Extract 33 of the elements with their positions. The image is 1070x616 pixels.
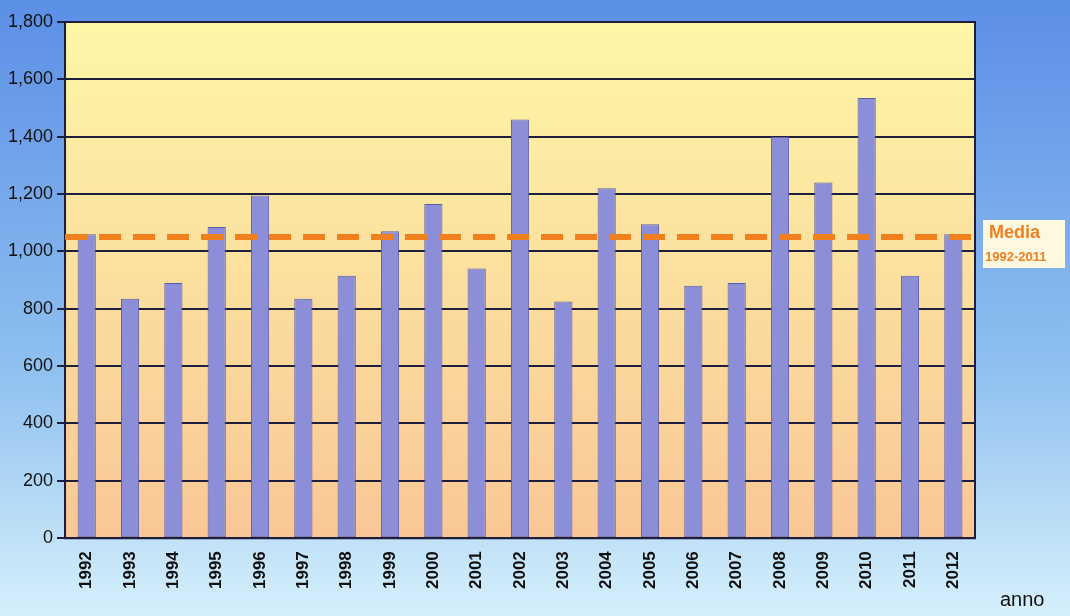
x-tick-label: 2008 — [769, 551, 789, 590]
y-tick-label: 1,600 — [8, 68, 54, 89]
y-tick-label: 1,000 — [8, 240, 54, 261]
x-tick-label: 2000 — [423, 551, 443, 590]
y-tick-label: 1,200 — [8, 183, 54, 204]
x-tick-label: 1995 — [206, 551, 226, 590]
x-tick-label: 1999 — [379, 551, 399, 590]
x-tick-label: 1992 — [76, 551, 96, 590]
x-tick-label: 2003 — [553, 551, 573, 590]
x-tick-label: 1994 — [163, 550, 183, 590]
x-axis-title: anno — [1000, 587, 1045, 610]
y-tick-label: 400 — [23, 412, 54, 433]
x-tick-label: 1996 — [249, 551, 269, 590]
x-tick-label: 1993 — [119, 551, 139, 590]
x-tick-label: 2001 — [466, 551, 486, 590]
y-tick-label: 200 — [23, 469, 54, 490]
ref-line-label: Media 1992-2011 — [985, 222, 1047, 264]
y-tick-label: 800 — [23, 297, 54, 318]
x-tick-label: 2007 — [726, 551, 746, 590]
x-tick-label: 2010 — [856, 551, 876, 590]
x-tick-label: 1997 — [293, 551, 313, 590]
y-tick-label: 600 — [23, 355, 54, 376]
x-tick-label: 2011 — [899, 551, 919, 589]
y-tick-label: 1,400 — [8, 125, 54, 146]
x-tick-label: 2006 — [683, 551, 703, 590]
x-tick-label: 2004 — [596, 550, 616, 590]
x-tick-label: 1998 — [336, 551, 356, 590]
x-tick-label: 2005 — [639, 551, 659, 590]
x-tick-label: 2012 — [943, 551, 963, 590]
y-tick-label: 1,800 — [8, 10, 54, 31]
x-tick-label: 2002 — [509, 551, 529, 590]
x-tick-label: 2009 — [813, 551, 833, 590]
y-tick-label: 0 — [43, 527, 54, 548]
